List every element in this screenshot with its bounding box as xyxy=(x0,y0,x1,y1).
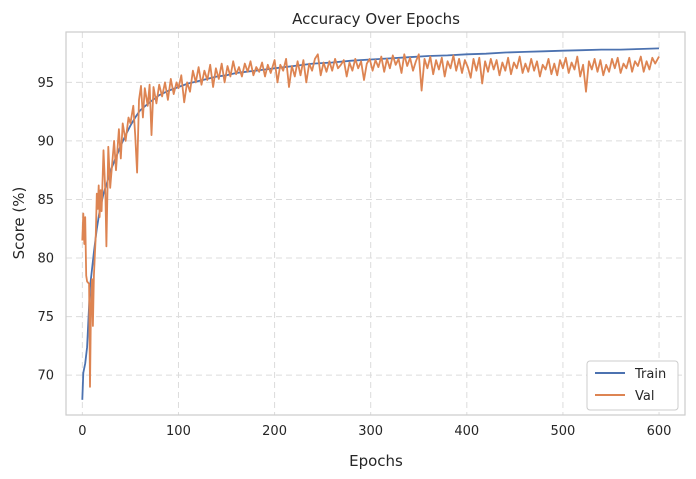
series-line-val xyxy=(81,53,660,388)
x-tick-label: 0 xyxy=(78,424,86,439)
y-tick-label: 90 xyxy=(37,134,54,149)
series-layer xyxy=(81,47,660,400)
y-tick-label: 70 xyxy=(37,369,54,384)
y-tick-label: 80 xyxy=(37,252,54,267)
grid-layer xyxy=(66,32,685,415)
x-tick-label: 300 xyxy=(358,424,383,439)
x-tick-label: 400 xyxy=(454,424,479,439)
legend-label-val: Val xyxy=(635,389,654,404)
ticks-layer: 0 100 200 300 400 500 600 70 75 80 85 90 95 xyxy=(37,76,671,439)
y-tick-label: 75 xyxy=(37,310,54,325)
x-tick-label: 500 xyxy=(551,424,576,439)
x-tick-label: 100 xyxy=(166,424,191,439)
legend-label-train: Train xyxy=(634,367,666,382)
x-axis-label: Epochs xyxy=(349,452,403,470)
y-tick-label: 95 xyxy=(37,76,54,91)
legend: Train Val xyxy=(586,360,679,411)
chart-title: Accuracy Over Epochs xyxy=(292,10,460,28)
plot-frame xyxy=(65,31,686,416)
x-tick-label: 200 xyxy=(262,424,287,439)
y-tick-label: 85 xyxy=(37,193,54,208)
y-axis-label: Score (%) xyxy=(10,187,28,260)
x-tick-label: 600 xyxy=(647,424,672,439)
